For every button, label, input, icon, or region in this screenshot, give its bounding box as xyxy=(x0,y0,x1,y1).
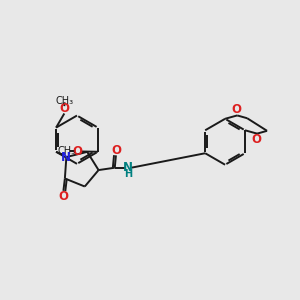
Text: O: O xyxy=(111,144,121,157)
Text: O: O xyxy=(58,190,68,202)
Text: CH₃: CH₃ xyxy=(56,95,74,106)
Text: CH₃: CH₃ xyxy=(57,146,75,157)
Text: O: O xyxy=(59,102,69,115)
Text: O: O xyxy=(251,133,262,146)
Text: O: O xyxy=(232,103,242,116)
Text: O: O xyxy=(72,145,82,158)
Text: N: N xyxy=(61,151,71,164)
Text: N: N xyxy=(123,161,133,174)
Text: H: H xyxy=(124,169,132,179)
